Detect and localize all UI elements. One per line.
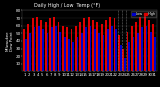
Bar [47,33,48,71]
Bar [137,33,139,71]
Bar [141,27,143,71]
Bar [32,18,34,71]
Bar [55,26,57,71]
Bar [114,18,116,71]
Bar [40,20,42,71]
Bar [38,26,40,71]
Bar [71,29,72,71]
Bar [150,32,152,71]
Bar [25,39,27,71]
Bar [111,26,113,71]
Bar [90,26,91,71]
Bar [127,32,128,71]
Bar [29,33,31,71]
Bar [124,58,126,71]
Text: Daily High / Low  Temp (°F): Daily High / Low Temp (°F) [34,3,100,8]
Bar [131,26,133,71]
Bar [60,32,61,71]
Y-axis label: Milwaukee
Dew Point: Milwaukee Dew Point [5,31,14,51]
Bar [84,18,85,71]
Bar [23,29,25,71]
Bar [135,22,137,71]
Bar [146,26,147,71]
Bar [62,26,64,71]
Bar [34,27,35,71]
Bar [81,33,83,71]
Bar [45,22,47,71]
Bar [105,20,107,71]
Bar [66,27,68,71]
Bar [53,17,55,71]
Bar [85,27,87,71]
Bar [140,17,141,71]
Bar [103,35,104,71]
Bar [36,17,38,71]
Bar [96,22,98,71]
Bar [49,18,51,71]
Bar [148,20,150,71]
Bar [98,33,100,71]
Bar [122,49,124,71]
Bar [64,37,66,71]
Bar [75,26,77,71]
Bar [128,42,130,71]
Bar [94,29,96,71]
Bar [51,27,53,71]
Bar [144,14,146,71]
Bar [79,22,81,71]
Bar [88,17,90,71]
Bar [107,29,109,71]
Bar [58,22,60,71]
Bar [133,37,135,71]
Bar [101,24,103,71]
Bar [72,42,74,71]
Bar [118,35,120,71]
Bar [116,29,117,71]
Bar [77,37,79,71]
Legend: Low, High: Low, High [131,11,156,17]
Bar [154,37,156,71]
Bar [120,45,122,71]
Bar [92,20,94,71]
Bar [68,39,70,71]
Bar [42,29,44,71]
Bar [28,24,29,71]
Bar [152,24,154,71]
Bar [109,17,111,71]
